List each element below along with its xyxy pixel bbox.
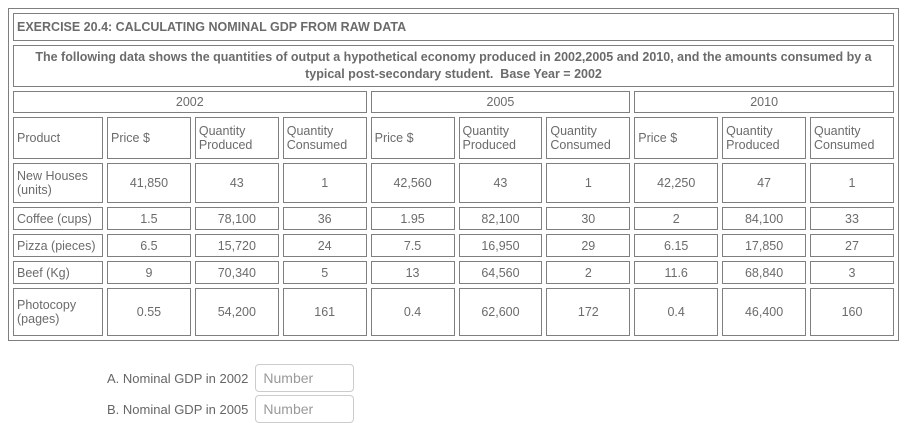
cell-value: 68,840	[722, 261, 806, 284]
cell-value: 62,600	[458, 288, 543, 336]
cell-value: 43	[194, 163, 279, 203]
column-header-qty-produced-2002: Quantity Produced	[194, 117, 279, 159]
cell-value: 70,340	[194, 261, 279, 284]
table-row-beef: Beef (Kg) 9 70,340 5 13 64,560 2 11.6 68…	[13, 261, 894, 284]
cell-value: 1	[810, 163, 894, 203]
cell-value: 42,250	[634, 163, 719, 203]
cell-value: 36	[282, 207, 367, 230]
nominal-gdp-2005-input[interactable]	[255, 395, 355, 423]
cell-value: 64,560	[458, 261, 543, 284]
gdp-data-table: EXERCISE 20.4: CALCULATING NOMINAL GDP F…	[8, 8, 899, 341]
table-row-pizza: Pizza (pieces) 6.5 15,720 24 7.5 16,950 …	[13, 234, 894, 257]
cell-value: 0.4	[370, 288, 455, 336]
title-row: EXERCISE 20.4: CALCULATING NOMINAL GDP F…	[13, 13, 894, 41]
year-header-2005: 2005	[370, 91, 631, 113]
cell-value: 6.5	[107, 234, 191, 257]
nominal-gdp-2002-label: A. Nominal GDP in 2002	[107, 370, 249, 386]
cell-value: 41,850	[107, 163, 191, 203]
cell-value: 78,100	[194, 207, 279, 230]
cell-value: 5	[282, 261, 367, 284]
product-label: Coffee (cups)	[13, 207, 103, 230]
year-header-2002: 2002	[13, 91, 367, 113]
year-header-2010: 2010	[634, 91, 894, 113]
cell-value: 7.5	[370, 234, 455, 257]
nominal-gdp-2002-input[interactable]	[255, 364, 355, 392]
cell-value: 1.95	[370, 207, 455, 230]
cell-value: 54,200	[194, 288, 279, 336]
exercise-title: EXERCISE 20.4: CALCULATING NOMINAL GDP F…	[13, 13, 894, 41]
column-header-product: Product	[13, 117, 103, 159]
cell-value: 160	[810, 288, 894, 336]
cell-value: 13	[370, 261, 455, 284]
cell-value: 27	[810, 234, 894, 257]
table-row-new-houses: New Houses (units) 41,850 43 1 42,560 43…	[13, 163, 894, 203]
cell-value: 30	[546, 207, 631, 230]
product-label: New Houses (units)	[13, 163, 103, 203]
column-header-qty-consumed-2002: Quantity Consumed	[282, 117, 367, 159]
column-header-qty-consumed-2010: Quantity Consumed	[810, 117, 894, 159]
cell-value: 16,950	[458, 234, 543, 257]
answer-row-a: A. Nominal GDP in 2002	[107, 364, 355, 392]
cell-value: 3	[810, 261, 894, 284]
cell-value: 82,100	[458, 207, 543, 230]
cell-value: 1	[546, 163, 631, 203]
cell-value: 0.4	[634, 288, 719, 336]
year-header-row: 2002 2005 2010	[13, 91, 894, 113]
cell-value: 9	[107, 261, 191, 284]
cell-value: 15,720	[194, 234, 279, 257]
column-header-row: Product Price $ Quantity Produced Quanti…	[13, 117, 894, 159]
product-label: Photocopy (pages)	[13, 288, 103, 336]
table-row-photocopy: Photocopy (pages) 0.55 54,200 161 0.4 62…	[13, 288, 894, 336]
column-header-qty-produced-2010: Quantity Produced	[722, 117, 806, 159]
answers-section: A. Nominal GDP in 2002 B. Nominal GDP in…	[107, 364, 355, 423]
cell-value: 24	[282, 234, 367, 257]
column-header-qty-consumed-2005: Quantity Consumed	[546, 117, 631, 159]
cell-value: 2	[634, 207, 719, 230]
cell-value: 46,400	[722, 288, 806, 336]
product-label: Pizza (pieces)	[13, 234, 103, 257]
product-label: Beef (Kg)	[13, 261, 103, 284]
cell-value: 1	[282, 163, 367, 203]
cell-value: 2	[546, 261, 631, 284]
description-row: The following data shows the quantities …	[13, 45, 894, 87]
nominal-gdp-2005-label: B. Nominal GDP in 2005	[107, 401, 249, 417]
cell-value: 33	[810, 207, 894, 230]
cell-value: 0.55	[107, 288, 191, 336]
cell-value: 172	[546, 288, 631, 336]
cell-value: 47	[722, 163, 806, 203]
cell-value: 84,100	[722, 207, 806, 230]
cell-value: 43	[458, 163, 543, 203]
cell-value: 6.15	[634, 234, 719, 257]
table-row-coffee: Coffee (cups) 1.5 78,100 36 1.95 82,100 …	[13, 207, 894, 230]
cell-value: 11.6	[634, 261, 719, 284]
cell-value: 161	[282, 288, 367, 336]
column-header-price-2005: Price $	[370, 117, 455, 159]
cell-value: 1.5	[107, 207, 191, 230]
exercise-description: The following data shows the quantities …	[13, 45, 894, 87]
cell-value: 17,850	[722, 234, 806, 257]
cell-value: 42,560	[370, 163, 455, 203]
answer-row-b: B. Nominal GDP in 2005	[107, 395, 355, 423]
column-header-qty-produced-2005: Quantity Produced	[458, 117, 543, 159]
cell-value: 29	[546, 234, 631, 257]
column-header-price-2002: Price $	[107, 117, 191, 159]
column-header-price-2010: Price $	[634, 117, 719, 159]
